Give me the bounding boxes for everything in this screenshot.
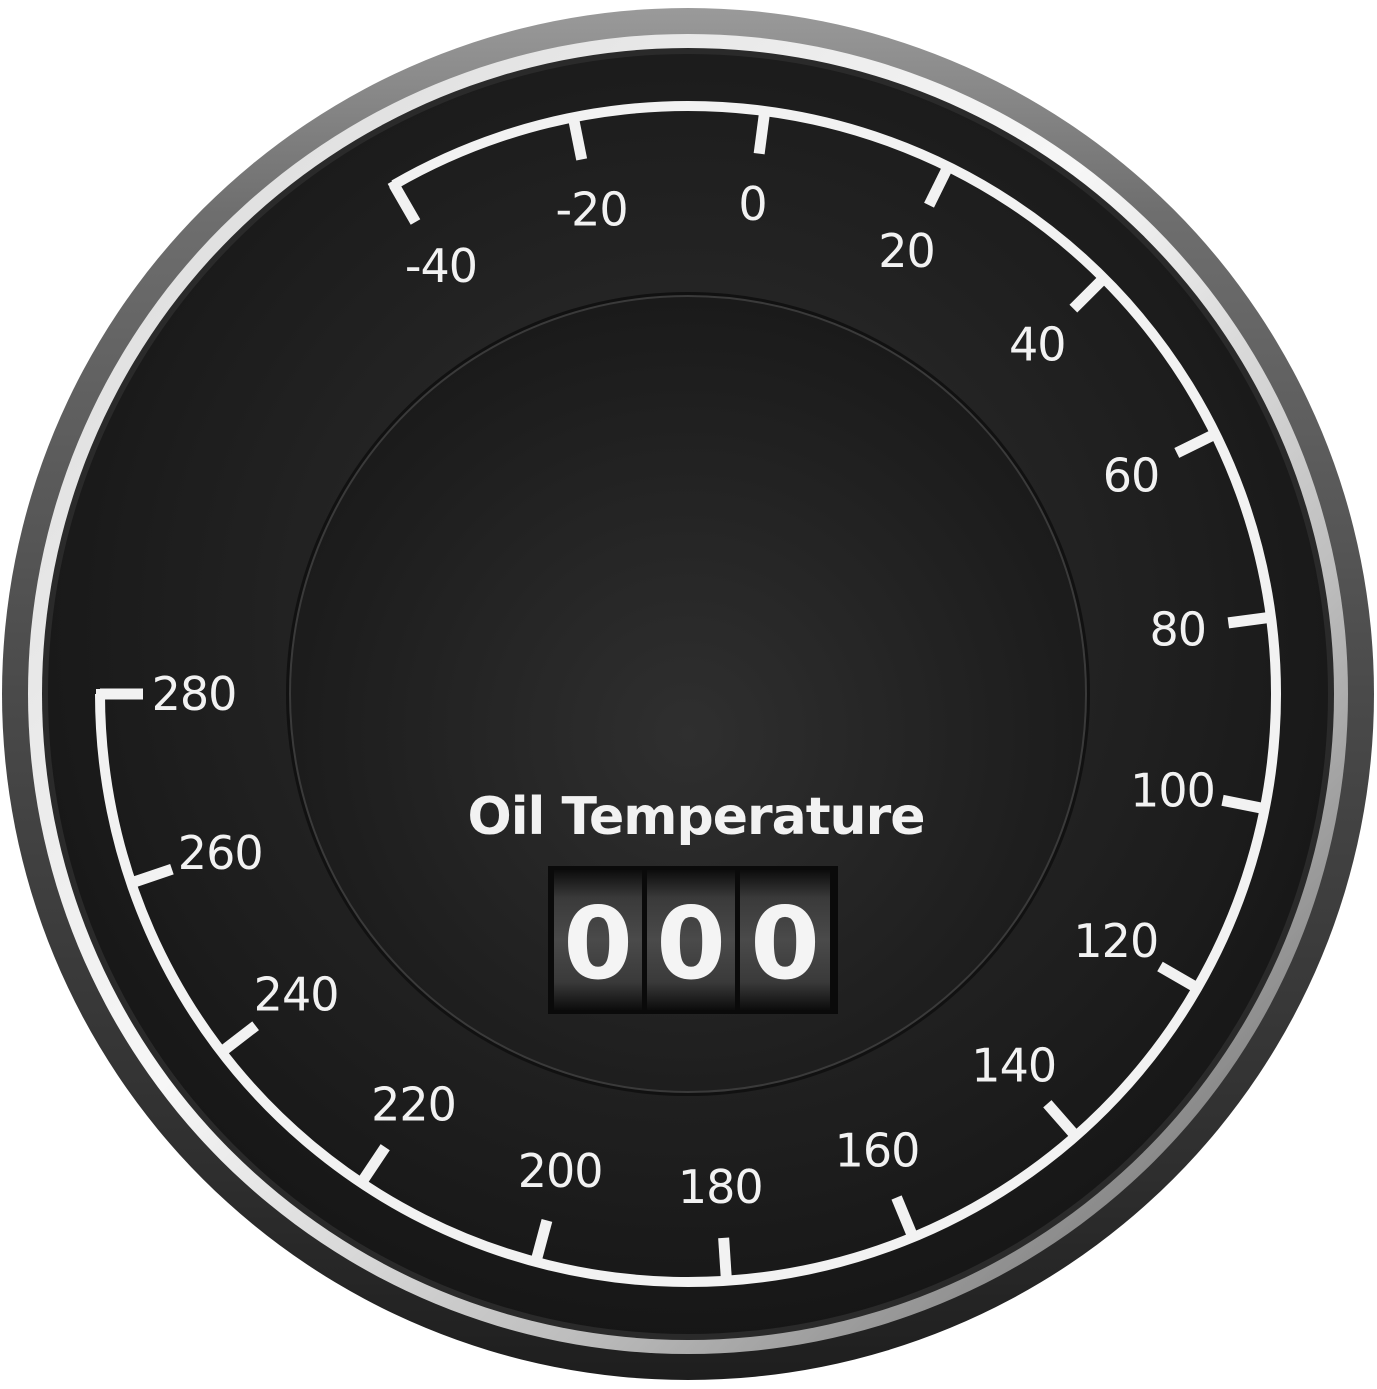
major-tick xyxy=(1069,274,1108,313)
tick-label: 20 xyxy=(878,224,935,278)
tick-label: 80 xyxy=(1150,603,1207,657)
tick-label: 220 xyxy=(371,1078,456,1132)
major-tick xyxy=(718,1237,732,1282)
major-tick xyxy=(356,1144,390,1186)
odometer-drum-1 xyxy=(554,870,642,1010)
tick-label: 40 xyxy=(1009,318,1066,372)
gauge-title: Oil Temperature xyxy=(468,787,925,847)
major-tick xyxy=(389,182,421,225)
tick-label: 120 xyxy=(1073,914,1158,968)
odometer-digit: 0 xyxy=(563,885,633,1002)
tick-label: 260 xyxy=(178,826,263,880)
tick-label: -20 xyxy=(556,182,628,236)
major-tick xyxy=(1157,961,1200,993)
tick-label: 160 xyxy=(835,1123,920,1177)
odometer-drum-3 xyxy=(740,870,830,1010)
major-tick xyxy=(1221,794,1266,815)
tick-label: 100 xyxy=(1130,763,1215,817)
odometer-drum-2 xyxy=(647,870,735,1010)
major-tick xyxy=(567,116,588,161)
tick-label: 0 xyxy=(738,177,766,231)
major-tick xyxy=(1174,429,1218,458)
tick-label: 180 xyxy=(678,1160,763,1214)
tick-label: 200 xyxy=(518,1144,603,1198)
major-tick xyxy=(1043,1100,1080,1140)
odometer-digit: 0 xyxy=(656,885,726,1002)
tick-label: 140 xyxy=(971,1038,1056,1092)
major-tick xyxy=(753,110,771,155)
temperature-scale: -40 -20 0 20 40 60 80 100 120 140 160 180 200 220 240 2… xyxy=(95,101,1281,1287)
major-tick xyxy=(129,863,174,889)
odometer-digit: 0 xyxy=(750,885,820,1002)
odometer-readout: 0 0 0 xyxy=(548,866,838,1014)
tick-label: 60 xyxy=(1103,449,1160,503)
tick-label: 280 xyxy=(152,667,237,721)
major-tick xyxy=(530,1219,553,1264)
tick-label: -40 xyxy=(405,239,477,293)
major-tick xyxy=(1227,611,1272,629)
major-tick xyxy=(924,164,953,208)
tick-label: 240 xyxy=(254,968,339,1022)
inner-face xyxy=(289,295,1087,1093)
major-tick xyxy=(891,1195,919,1240)
major-tick xyxy=(218,1021,259,1057)
